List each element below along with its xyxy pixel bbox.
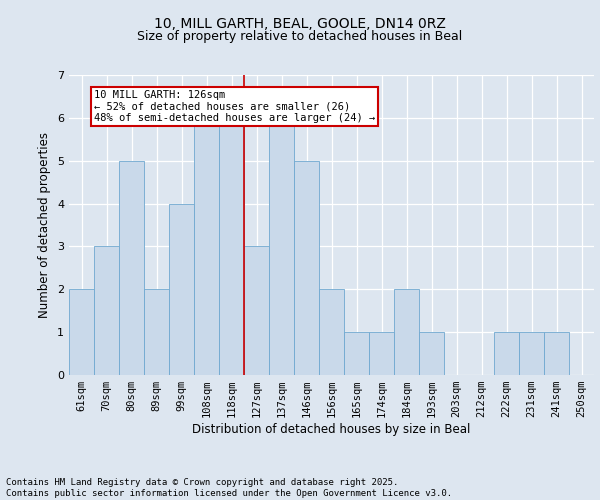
Text: Size of property relative to detached houses in Beal: Size of property relative to detached ho… <box>137 30 463 43</box>
Bar <box>544 332 569 375</box>
Bar <box>494 332 518 375</box>
Bar <box>394 290 419 375</box>
Bar <box>319 290 344 375</box>
Bar <box>119 160 143 375</box>
Text: 10, MILL GARTH, BEAL, GOOLE, DN14 0RZ: 10, MILL GARTH, BEAL, GOOLE, DN14 0RZ <box>154 18 446 32</box>
Bar <box>169 204 194 375</box>
Bar <box>194 118 218 375</box>
Bar <box>370 332 394 375</box>
Bar <box>269 118 293 375</box>
Bar <box>220 118 244 375</box>
Bar <box>244 246 269 375</box>
Bar <box>344 332 368 375</box>
Bar <box>295 160 319 375</box>
X-axis label: Distribution of detached houses by size in Beal: Distribution of detached houses by size … <box>193 423 470 436</box>
Y-axis label: Number of detached properties: Number of detached properties <box>38 132 52 318</box>
Text: 10 MILL GARTH: 126sqm
← 52% of detached houses are smaller (26)
48% of semi-deta: 10 MILL GARTH: 126sqm ← 52% of detached … <box>94 90 375 123</box>
Bar <box>419 332 443 375</box>
Bar <box>145 290 169 375</box>
Bar <box>520 332 544 375</box>
Bar <box>70 290 94 375</box>
Text: Contains HM Land Registry data © Crown copyright and database right 2025.
Contai: Contains HM Land Registry data © Crown c… <box>6 478 452 498</box>
Bar <box>94 246 119 375</box>
